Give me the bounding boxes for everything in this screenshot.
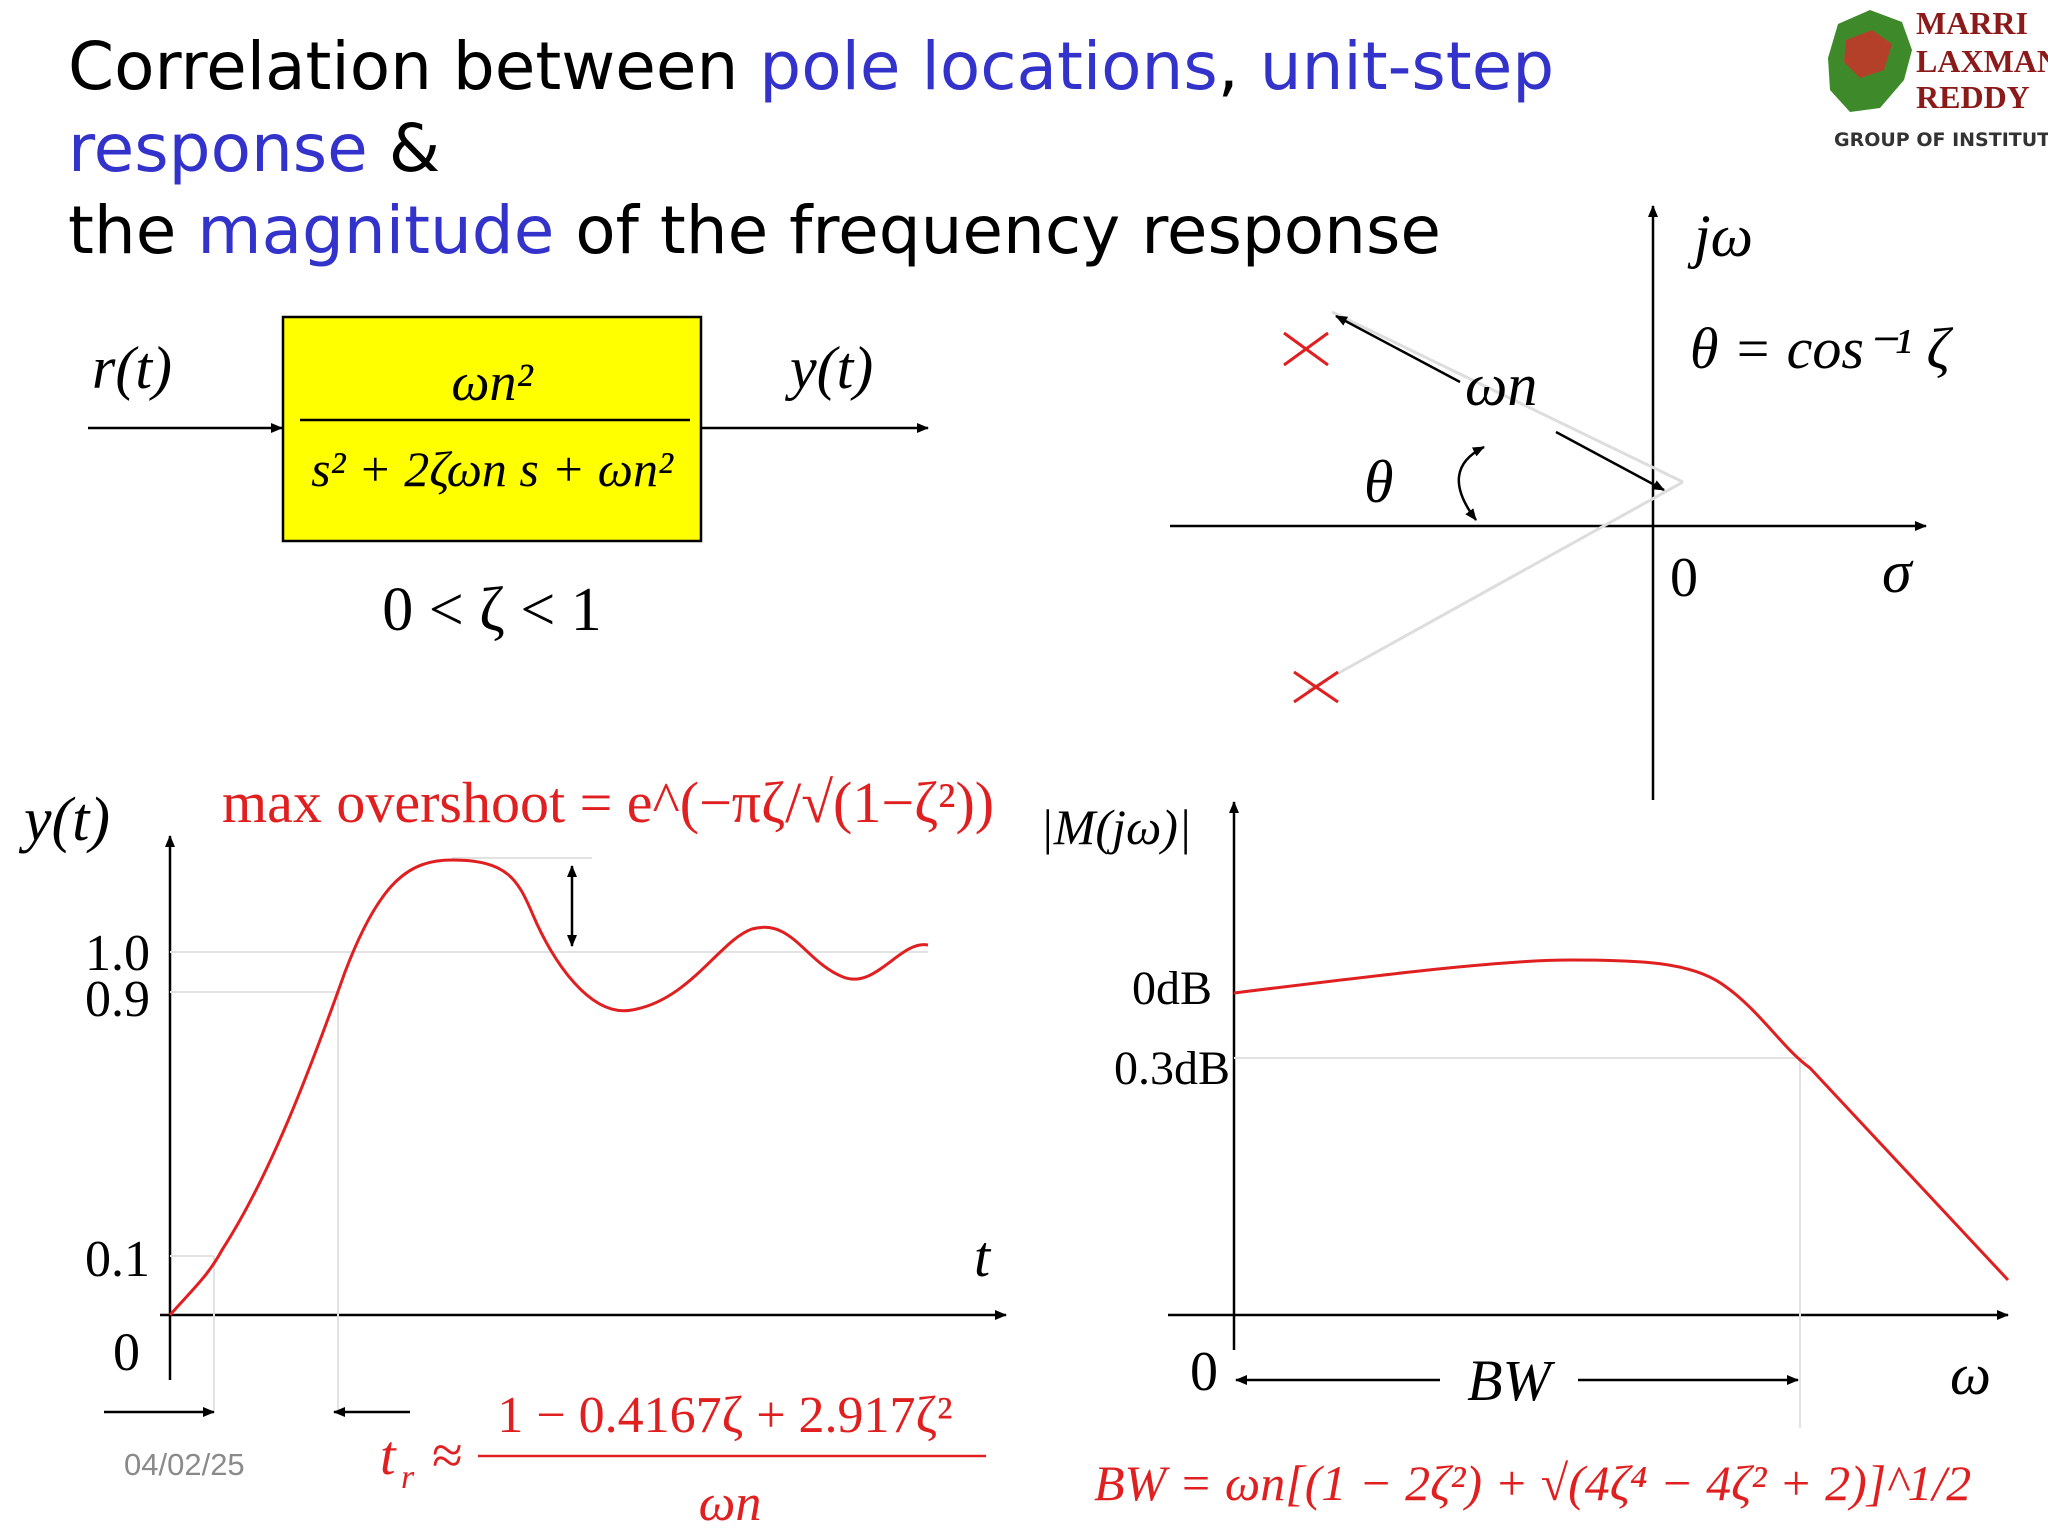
freq-x-axis-label: ω bbox=[1950, 1342, 1991, 1407]
omega-n-label: ωn bbox=[1465, 352, 1537, 418]
rise-time-numerator: 1 − 0.4167ζ + 2.917ζ² bbox=[497, 1387, 952, 1444]
step-response-plot: y(t) t max overshoot = e^(−πζ/√(1−ζ²)) 1… bbox=[18, 770, 1007, 1532]
freq-y-tick-0db: 0dB bbox=[1132, 962, 1212, 1015]
real-axis-label: σ bbox=[1882, 539, 1914, 605]
output-label: y(t) bbox=[784, 335, 873, 401]
lower-pole-marker-icon bbox=[1293, 670, 1339, 704]
logo-subtitle: GROUP OF INSTITUTIONS bbox=[1834, 129, 2048, 151]
footer-date: 04/02/25 bbox=[124, 1447, 245, 1482]
title-pole-locations: pole locations bbox=[759, 28, 1218, 105]
logo-emblem-accent-icon bbox=[1844, 30, 1892, 78]
magnitude-curve bbox=[1233, 958, 2010, 1282]
theta-label: θ bbox=[1364, 449, 1393, 515]
bandwidth-formula: BW = ωn[(1 − 2ζ²) + √(4ζ⁴ − 4ζ² + 2)]^1/… bbox=[1094, 1455, 1971, 1511]
tf-denominator: s² + 2ζωn s + ωn² bbox=[311, 441, 674, 497]
upper-pole-marker-icon bbox=[1283, 331, 1329, 367]
slide-title: Correlation between pole locations, unit… bbox=[68, 26, 1808, 272]
block-diagram: r(t) ωn² s² + 2ζωn s + ωn² y(t) 0 < ζ < … bbox=[88, 315, 929, 644]
freq-y-axis-label: |M(jω)| bbox=[1040, 799, 1192, 855]
imag-axis-label: jω bbox=[1687, 203, 1753, 269]
title-text-1: Correlation between bbox=[68, 28, 760, 105]
title-text-4: the bbox=[68, 192, 198, 269]
pole-radial-line-upper bbox=[1331, 310, 1684, 484]
rise-time-subscript: r bbox=[401, 1459, 415, 1496]
freq-origin-label: 0 bbox=[1190, 1341, 1218, 1403]
title-text-2: , bbox=[1217, 28, 1260, 105]
step-t-axis-label: t bbox=[974, 1224, 992, 1289]
theta-formula: θ = cos⁻¹ ζ bbox=[1690, 316, 1953, 381]
theta-angle-arc bbox=[1457, 445, 1485, 521]
logo-line3: REDDY bbox=[1916, 79, 2030, 115]
rise-time-denominator: ωn bbox=[699, 1475, 762, 1532]
title-text-3: & bbox=[367, 110, 441, 187]
logo-line1: MARRI bbox=[1916, 5, 2028, 41]
freq-y-tick-0-3db: 0.3dB bbox=[1114, 1042, 1230, 1095]
institution-logo: MARRI LAXMAN REDDY GROUP OF INSTITUTIONS bbox=[1828, 5, 2048, 151]
step-y-axis-label: y(t) bbox=[18, 786, 110, 854]
tf-numerator: ωn² bbox=[451, 352, 533, 412]
frequency-response-plot: |M(jω)| ω 0 0dB 0.3dB BW BW = ωn[(1 − 2ζ… bbox=[1040, 799, 2010, 1511]
step-y-tick-0-9: 0.9 bbox=[85, 971, 150, 1028]
logo-line2: LAXMAN bbox=[1916, 43, 2048, 79]
step-y-tick-0: 0 bbox=[113, 1322, 140, 1382]
pole-location-plot: jω σ 0 θ = cos⁻¹ ζ ωn θ bbox=[1170, 203, 1953, 800]
title-unit-step-response: unit-step response bbox=[68, 28, 1555, 187]
max-overshoot-formula: max overshoot = e^(−πζ/√(1−ζ²)) bbox=[222, 770, 994, 835]
transfer-function-box bbox=[281, 315, 703, 543]
step-y-tick-1-0: 1.0 bbox=[85, 925, 150, 982]
step-guide-lines bbox=[170, 857, 928, 1410]
step-response-curve bbox=[168, 858, 929, 1316]
origin-label: 0 bbox=[1670, 547, 1698, 609]
title-text-5: of the frequency response bbox=[554, 192, 1441, 269]
damping-condition: 0 < ζ < 1 bbox=[382, 576, 602, 644]
omega-n-arrow-down bbox=[1555, 430, 1665, 492]
input-label: r(t) bbox=[92, 335, 172, 401]
title-magnitude: magnitude bbox=[197, 192, 555, 269]
step-y-tick-0-1: 0.1 bbox=[85, 1231, 150, 1288]
omega-n-arrow-up bbox=[1335, 314, 1461, 384]
approx-sign: ≈ bbox=[432, 1425, 463, 1487]
rise-time-symbol: t bbox=[380, 1425, 397, 1487]
pole-radial-line-lower bbox=[1307, 480, 1684, 692]
bandwidth-label: BW bbox=[1467, 1348, 1555, 1413]
